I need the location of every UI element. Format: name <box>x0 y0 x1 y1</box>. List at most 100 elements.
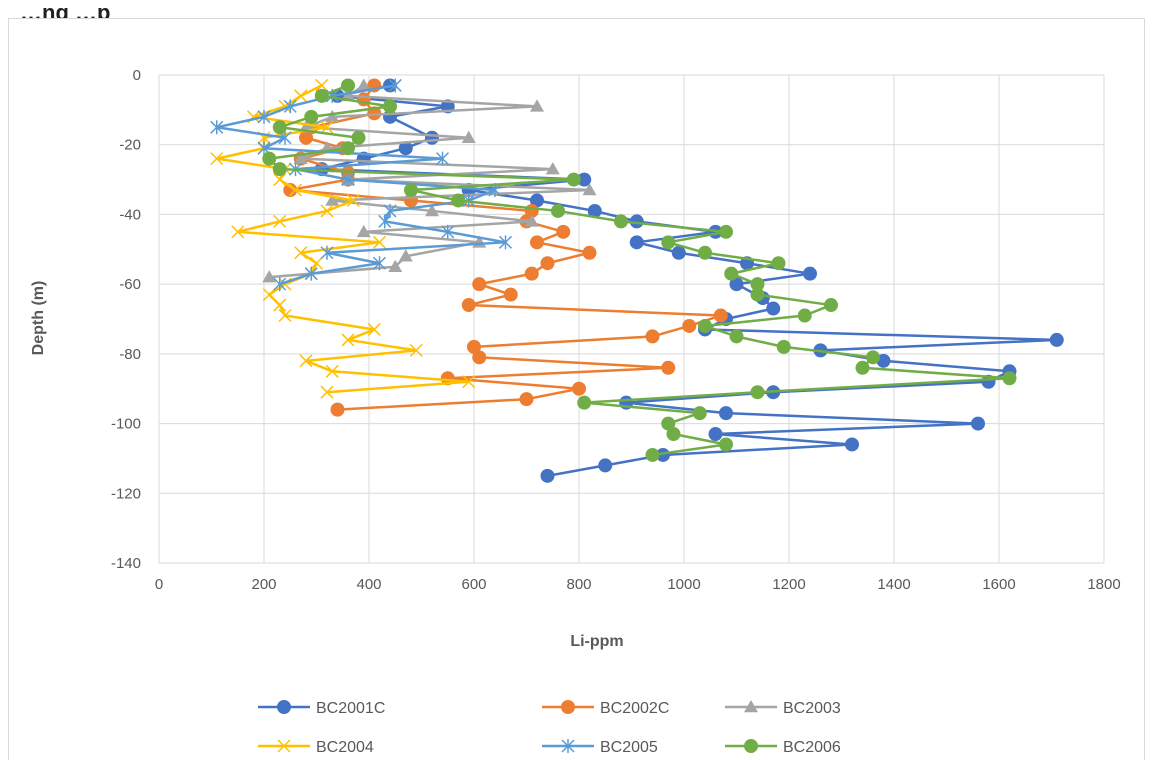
data-point <box>388 78 402 93</box>
data-point <box>320 245 334 260</box>
data-point <box>272 120 287 135</box>
data-point <box>231 225 245 239</box>
data-point <box>341 333 355 347</box>
data-point <box>425 130 439 145</box>
data-point <box>582 245 597 260</box>
data-point <box>766 301 781 316</box>
data-point <box>210 120 224 135</box>
data-point <box>341 141 355 156</box>
data-point <box>776 339 791 354</box>
data-point <box>614 214 628 229</box>
legend-item[interactable]: BC2001C <box>258 700 385 717</box>
data-point <box>346 193 360 208</box>
data-point <box>320 385 334 399</box>
data-point <box>309 256 324 270</box>
x-tick-label: 1400 <box>877 576 910 593</box>
data-point <box>325 109 340 123</box>
data-point <box>724 266 739 281</box>
y-tick-label: -40 <box>119 206 141 223</box>
data-point <box>398 249 413 262</box>
legend-label: BC2006 <box>783 739 841 756</box>
data-point <box>519 392 534 407</box>
legend-label: BC2001C <box>316 700 385 717</box>
data-point <box>441 224 455 239</box>
data-point <box>383 99 397 114</box>
legend-item[interactable]: BC2002C <box>542 700 669 717</box>
data-point <box>719 406 733 421</box>
data-point <box>388 259 403 272</box>
x-tick-label: 1600 <box>982 576 1015 593</box>
data-point <box>498 235 513 250</box>
data-point <box>288 183 303 197</box>
data-point <box>971 416 985 431</box>
data-point <box>698 245 712 260</box>
data-point <box>551 203 565 218</box>
data-point <box>682 318 697 333</box>
data-point <box>425 203 439 217</box>
data-point <box>283 99 297 114</box>
data-point <box>472 277 487 292</box>
data-point <box>378 214 392 229</box>
x-axis-title: Li-ppm <box>570 633 623 650</box>
x-tick-label: 1000 <box>667 576 700 593</box>
data-point <box>273 298 287 312</box>
y-tick-label: -80 <box>119 346 141 363</box>
data-point <box>824 298 838 313</box>
data-point <box>692 406 707 421</box>
x-tick-label: 400 <box>356 576 381 593</box>
data-point <box>320 120 334 134</box>
y-tick-label: -20 <box>119 137 141 154</box>
legend-item[interactable]: BC2004 <box>258 739 374 756</box>
data-point <box>273 277 287 292</box>
data-point <box>771 256 786 271</box>
data-point <box>1049 332 1064 347</box>
y-tick-label: -120 <box>111 485 141 502</box>
data-point <box>698 318 712 333</box>
legend-item[interactable]: BC2005 <box>542 739 658 756</box>
data-point <box>645 447 660 462</box>
data-point <box>524 214 539 227</box>
series-BC2005 <box>210 78 513 292</box>
legend-item[interactable]: BC2003 <box>725 700 841 717</box>
x-tick-label: 600 <box>461 576 486 593</box>
data-point <box>435 151 450 166</box>
data-point <box>855 360 870 375</box>
data-point <box>330 402 345 417</box>
legend-label: BC2002C <box>600 700 669 717</box>
data-point <box>750 385 765 400</box>
series-layer <box>210 78 1064 483</box>
data-point <box>404 183 418 198</box>
data-point <box>315 78 329 92</box>
data-point <box>278 308 292 323</box>
data-point <box>645 329 660 344</box>
x-tick-label: 800 <box>566 576 591 593</box>
data-point <box>530 235 544 250</box>
legend-marker <box>561 739 575 753</box>
data-point <box>845 437 859 452</box>
series-line <box>215 84 507 286</box>
tick-labels: 0 200 400 600 800 1000 1200 1400 1600 1800 0 -20 -40… <box>111 67 1121 593</box>
y-axis-title: Depth (m) <box>30 281 47 356</box>
data-point <box>472 350 487 365</box>
legend-item[interactable]: BC2006 <box>725 739 841 756</box>
data-point <box>629 235 644 250</box>
legend[interactable]: BC2001C BC2002C BC2003 BC2004 BC2005 BC2006 <box>258 700 841 756</box>
legend-label: BC2005 <box>600 739 658 756</box>
legend-label: BC2003 <box>783 700 841 717</box>
legend-marker <box>277 739 291 753</box>
data-point <box>356 78 371 91</box>
data-point <box>299 130 313 145</box>
data-point <box>666 427 681 442</box>
data-point <box>461 298 476 313</box>
y-tick-label: 0 <box>133 67 141 84</box>
data-point <box>719 224 733 239</box>
data-point <box>750 287 765 302</box>
data-point <box>1002 371 1017 386</box>
data-point <box>462 375 476 389</box>
data-point <box>304 266 318 281</box>
data-point <box>503 287 518 302</box>
legend-marker <box>744 700 758 713</box>
y-tick-label: -100 <box>111 416 141 433</box>
legend-marker <box>744 739 758 753</box>
